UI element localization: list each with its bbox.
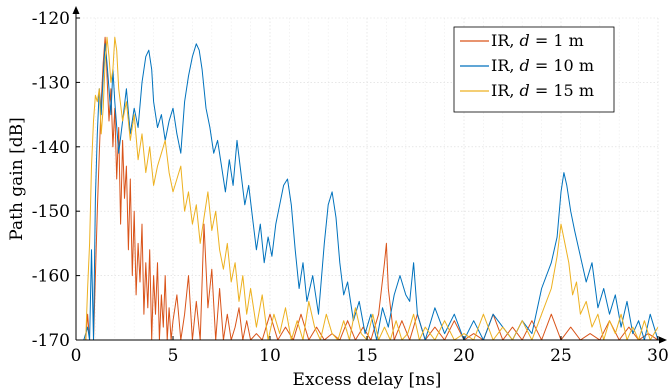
legend-prefix: IR, [491, 56, 520, 75]
legend: IR, d = 1 mIR, d = 10 mIR, d = 15 m [453, 26, 615, 113]
ticks: 0 5 10 15 20 25 30 -170 -160 -150 -140 -130 -120 [32, 9, 669, 366]
legend-prefix: IR, [491, 31, 520, 50]
x-tick-label: 15 [356, 346, 378, 366]
legend-value: = 15 m [530, 81, 594, 100]
y-axis-title: Path gain [dB] [7, 117, 27, 240]
legend-value: = 10 m [530, 56, 594, 75]
x-tick-label: 5 [168, 346, 179, 366]
x-tick-label: 10 [259, 346, 281, 366]
legend-variable: d [520, 81, 530, 100]
x-tick-label: 20 [453, 346, 475, 366]
axes [72, 6, 667, 344]
legend-prefix: IR, [491, 81, 520, 100]
legend-label-1: IR, d = 10 m [491, 56, 594, 75]
y-tick-label: -130 [32, 73, 70, 93]
y-axis-arrow [72, 6, 80, 14]
series-lines [76, 36, 658, 340]
x-tick-label: 25 [550, 346, 572, 366]
series-line-1 [76, 43, 658, 340]
series-line-2 [76, 36, 658, 340]
y-tick-label: -140 [32, 138, 70, 158]
y-tick-label: -120 [32, 9, 70, 29]
legend-label-2: IR, d = 15 m [491, 81, 594, 100]
legend-value: = 1 m [530, 31, 584, 50]
x-tick-label: 30 [647, 346, 669, 366]
y-tick-label: -160 [32, 267, 70, 287]
legend-label-0: IR, d = 1 m [491, 31, 584, 50]
legend-variable: d [520, 31, 530, 50]
x-axis-title: Excess delay [ns] [293, 370, 442, 390]
y-tick-label: -150 [32, 202, 70, 222]
legend-variable: d [520, 56, 530, 75]
y-tick-label: -170 [32, 331, 70, 351]
x-tick-label: 0 [71, 346, 82, 366]
x-axis-arrow [659, 336, 667, 344]
